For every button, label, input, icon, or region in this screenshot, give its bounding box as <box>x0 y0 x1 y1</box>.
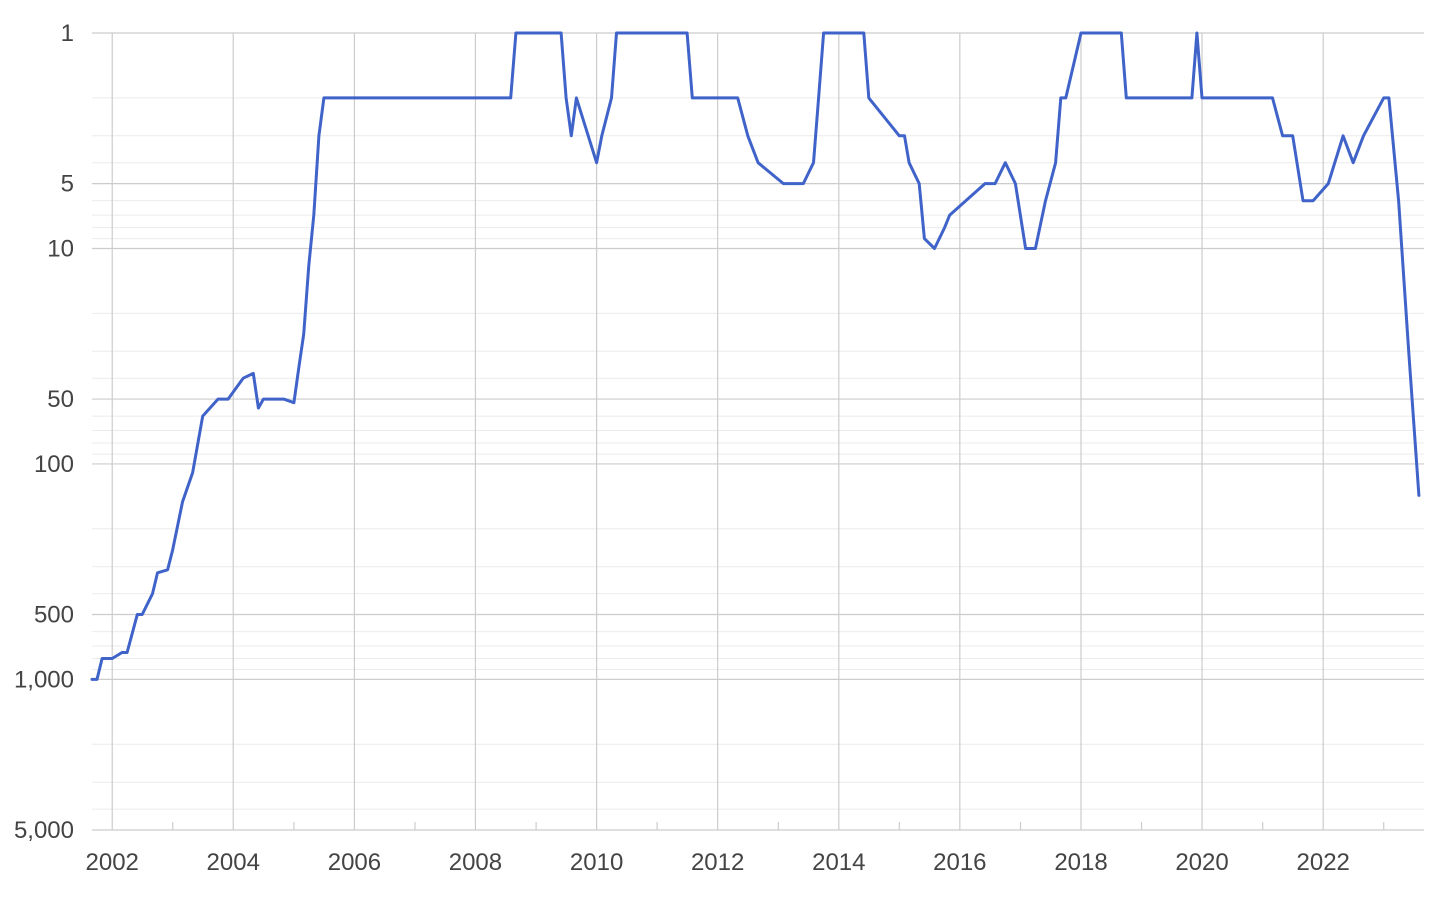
x-tick-label: 2010 <box>570 849 623 876</box>
y-tick-label: 100 <box>34 451 74 478</box>
x-tick-label: 2002 <box>86 849 139 876</box>
major-gridlines <box>92 33 1424 830</box>
y-tick-label: 50 <box>47 386 74 413</box>
y-tick-label: 10 <box>47 235 74 262</box>
series-line <box>92 33 1419 679</box>
x-tick-label: 2004 <box>207 849 260 876</box>
y-tick-label: 500 <box>34 602 74 629</box>
x-tick-label: 2008 <box>449 849 502 876</box>
x-tick-label: 2016 <box>933 849 986 876</box>
x-tick-label: 2014 <box>812 849 865 876</box>
y-tick-label: 5 <box>61 171 74 198</box>
y-tick-label: 5,000 <box>14 817 74 844</box>
y-tick-label: 1,000 <box>14 666 74 693</box>
minor-gridlines <box>92 98 1424 809</box>
x-tick-label: 2018 <box>1054 849 1107 876</box>
x-tick-label: 2012 <box>691 849 744 876</box>
y-axis-tick-labels: 1 5 10 50 100 500 1,000 5,000 <box>14 20 74 844</box>
x-tick-label: 2020 <box>1175 849 1228 876</box>
x-axis-tick-labels: 2002 2004 2006 2008 2010 2012 2014 2016 2018 2020… <box>86 849 1350 876</box>
y-tick-label: 1 <box>61 20 74 47</box>
x-tick-label: 2022 <box>1297 849 1350 876</box>
x-tick-label: 2006 <box>328 849 381 876</box>
